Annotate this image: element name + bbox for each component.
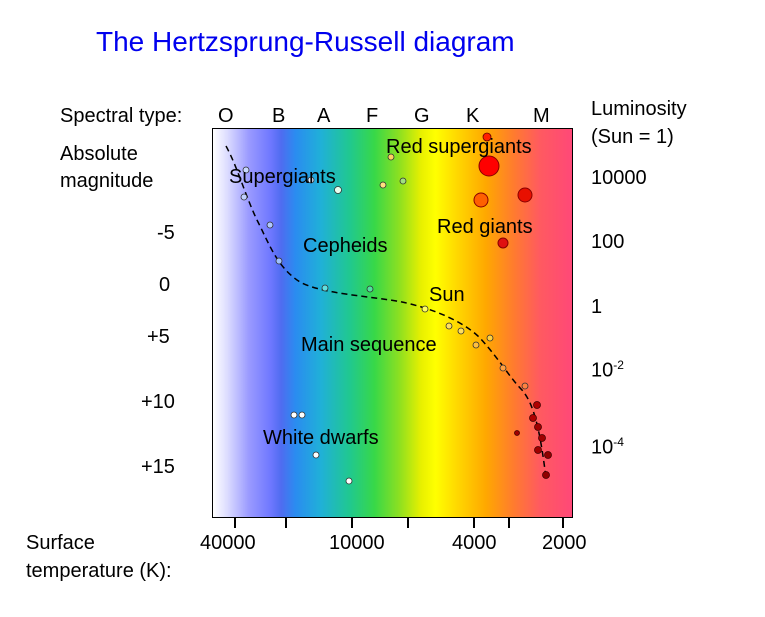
star-supergiant [307,176,315,184]
abs-mag-tick: +10 [141,391,175,413]
luminosity-tick: 10000 [591,167,647,189]
abs-mag-tick: +15 [141,456,175,478]
label-main-sequence: Main sequence [301,334,437,356]
star-supergiant [399,177,407,185]
label-cepheids: Cepheids [303,235,388,257]
label-white-dwarfs: White dwarfs [263,427,379,449]
spectral-k: K [466,105,480,127]
label-sun: Sun [429,284,465,306]
star-main-sequence [275,257,283,265]
star-main-sequence [521,382,529,390]
star-sun [421,305,429,313]
temperature-tick: 10000 [329,532,385,554]
star-red-dwarf [529,414,537,422]
star-red-supergiant [482,132,492,142]
star-main-sequence [472,341,480,349]
star-red-dwarf [534,423,542,431]
temperature-axis-ticks [234,518,564,528]
star-supergiant [387,153,395,161]
label-supergiants: Supergiants [229,166,336,188]
star-supergiant [240,193,248,201]
abs-mag-tick: +5 [147,326,170,348]
star-main-sequence [321,284,329,292]
star-white-dwarf [345,477,353,485]
label-red-giants: Red giants [437,216,533,238]
temperature-label-2: temperature (K): [26,560,172,582]
star-supergiant [379,181,387,189]
star-main-sequence [457,327,465,335]
temperature-tick: 40000 [200,532,256,554]
spectral-g: G [414,105,430,127]
luminosity-label-1: Luminosity [591,98,687,120]
spectral-m: M [533,105,550,127]
star-red-giant [497,237,509,249]
star-red-supergiant [473,192,489,208]
hr-plot-area [212,128,573,518]
abs-mag-label-2: magnitude [60,170,154,192]
spectral-o: O [218,105,234,127]
spectral-f: F [366,105,379,127]
temperature-label-1: Surface [26,532,95,554]
star-main-sequence [266,221,274,229]
luminosity-tick: 1 [591,296,603,318]
diagram-title: The Hertzsprung-Russell diagram [96,26,515,57]
spectral-a: A [317,105,331,127]
abs-mag-tick: 0 [159,274,171,296]
star-white-dwarf [312,451,320,459]
luminosity-label-2: (Sun = 1) [591,126,674,148]
spectral-type-label: Spectral type: [60,105,183,127]
star-red-dwarf [538,434,546,442]
star-main-sequence [499,364,507,372]
star-red-dwarf [534,446,542,454]
main-sequence-curve [225,145,547,479]
temperature-color-gradient [213,129,572,517]
star-red-dwarf [544,451,552,459]
luminosity-tick: 100 [591,231,625,253]
star-main-sequence [445,322,453,330]
temperature-tick: 2000 [542,532,587,554]
star-main-sequence [486,334,494,342]
star-supergiant [334,186,342,194]
label-red-supergiants: Red supergiants [386,136,532,158]
abs-mag-label-1: Absolute [60,143,138,165]
star-red-supergiant [478,155,500,177]
star-red-dwarf [533,401,541,409]
star-white-dwarf [290,411,298,419]
star-main-sequence [366,285,374,293]
star-red-dwarf [514,430,520,436]
temperature-tick: 4000 [452,532,497,554]
star-supergiant [242,166,250,174]
star-red-dwarf [542,471,550,479]
star-red-supergiant [517,187,533,203]
spectral-b: B [272,105,286,127]
luminosity-tick-exp: 10-2 [591,358,624,382]
luminosity-tick-exp: 10-4 [591,435,624,459]
star-white-dwarf [298,411,306,419]
abs-mag-tick: -5 [157,222,175,244]
